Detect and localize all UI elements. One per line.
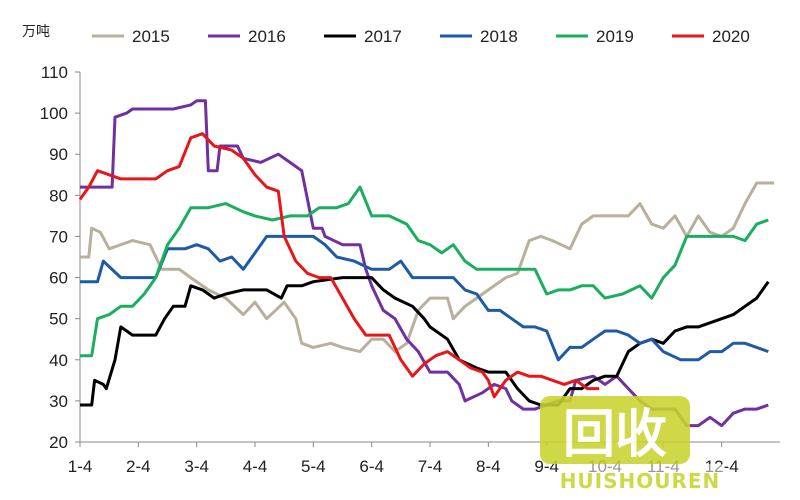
y-tick-label: 60: [49, 269, 68, 288]
x-tick-label: 8-4: [476, 457, 501, 476]
watermark-logo: 回收 HUISHOUREN: [540, 396, 725, 493]
series-line-2018: [80, 234, 769, 362]
y-tick-label: 20: [49, 433, 68, 452]
y-axis-unit-label: 万吨: [22, 24, 50, 40]
legend-label-2015: 2015: [132, 27, 170, 46]
y-tick-label: 80: [49, 186, 68, 205]
series-line-2017: [80, 276, 770, 407]
y-tick-label: 40: [49, 351, 68, 370]
legend-label-2018: 2018: [480, 27, 518, 46]
legend-label-2017: 2017: [364, 27, 402, 46]
watermark-cn-text: 回收: [563, 405, 667, 465]
watermark-background: [540, 396, 690, 464]
x-tick-label: 3-4: [184, 457, 209, 476]
series-line-2020: [78, 132, 600, 399]
x-tick-label: 5-4: [301, 457, 326, 476]
y-tick-label: 110: [41, 63, 68, 82]
y-tick-label: 70: [49, 227, 68, 246]
legend-label-2016: 2016: [248, 27, 286, 46]
y-tick-label: 30: [49, 392, 68, 411]
series-line-2015: [80, 181, 775, 354]
series-line-2016: [80, 99, 769, 428]
series-line-2019: [80, 185, 769, 358]
watermark-band: [560, 464, 725, 492]
y-tick-label: 100: [40, 104, 68, 123]
x-tick-label: 2-4: [126, 457, 151, 476]
watermark-en-text: HUISHOUREN: [560, 469, 721, 493]
series-layer: [78, 99, 775, 428]
x-tick-label: 4-4: [243, 457, 268, 476]
x-tick-label: 6-4: [359, 457, 384, 476]
y-tick-label: 50: [49, 310, 68, 329]
legend-label-2019: 2019: [596, 27, 634, 46]
x-tick-label: 7-4: [418, 457, 443, 476]
legend-label-2020: 2020: [712, 27, 750, 46]
x-tick-label: 1-4: [68, 457, 93, 476]
y-tick-label: 90: [49, 145, 68, 164]
legend: 2015 2016 2017 2018 2019 2020: [92, 27, 750, 46]
